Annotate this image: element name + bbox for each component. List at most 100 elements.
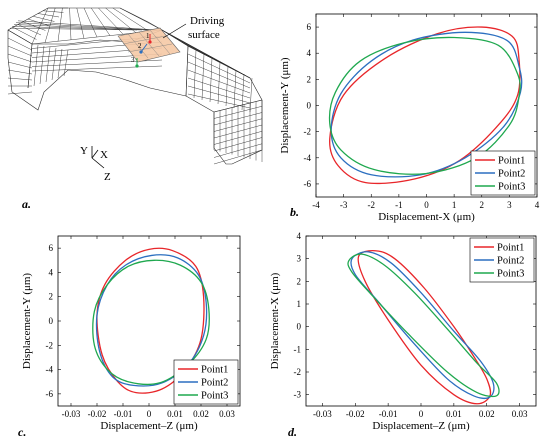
y-tick-label: 0 — [307, 101, 312, 111]
series-line-point1 — [357, 250, 492, 405]
x-tick-label: 0.02 — [479, 409, 495, 419]
mesh-line — [241, 73, 245, 111]
mesh-line — [187, 53, 251, 84]
legend: Point1 Point2 Point3 — [470, 150, 536, 196]
mesh-line — [7, 29, 33, 45]
y-tick-label: 4 — [307, 48, 312, 58]
mesh-line — [11, 26, 143, 31]
axis-z-label: Z — [104, 171, 111, 183]
x-tick-label: -3 — [340, 200, 348, 210]
mesh-line — [17, 20, 158, 31]
y-tick-label: -6 — [46, 389, 54, 399]
chart-d: -0.03 -0.02 -0.01 0 0.01 0.02 0.03 -3 -2 -1 0 1 2 3 4 D… — [269, 231, 537, 439]
y-tick-label: -3 — [294, 390, 302, 400]
driving-surface-grid — [122, 29, 173, 59]
x-tick-label: -2 — [368, 200, 376, 210]
axis-triad — [91, 146, 105, 169]
legend-label-point2: Point2 — [201, 378, 228, 389]
mesh-line — [57, 7, 63, 42]
mesh-line — [9, 27, 138, 31]
y-tick-label: 0 — [49, 316, 54, 326]
axis-x-label: X — [100, 149, 108, 161]
x-tick-label: -0.01 — [379, 409, 398, 419]
mesh-line — [187, 85, 251, 104]
y-tick-label: 6 — [307, 22, 312, 32]
x-tick-label: -0.02 — [346, 409, 365, 419]
mesh-line — [39, 45, 45, 85]
mesh-illustration: 1 2 3 Driving surface Y X Z a. — [7, 7, 263, 211]
x-tick-label: -4 — [312, 200, 320, 210]
mesh-line — [45, 46, 51, 83]
mesh-line — [91, 7, 111, 36]
mesh-line — [187, 77, 251, 99]
y-tick-label: -2 — [294, 367, 302, 377]
mesh-line — [13, 24, 148, 31]
callout-line2: surface — [188, 29, 220, 41]
mesh-line — [57, 48, 63, 79]
x-tick-label: -0.03 — [62, 409, 81, 419]
callout-line1: Driving — [190, 15, 225, 27]
callout-leader — [162, 23, 187, 39]
series-line-point1 — [329, 26, 521, 185]
legend-label-point1: Point1 — [497, 243, 524, 254]
mesh-line — [15, 22, 153, 31]
mesh-line — [249, 77, 253, 113]
y-tick-label: 6 — [49, 243, 54, 253]
y-tick-label: 4 — [297, 231, 302, 241]
x-tick-label: 4 — [535, 200, 540, 210]
point2-label: 2 — [138, 42, 142, 50]
y-tick-label: 2 — [307, 74, 312, 84]
mesh-line — [225, 65, 229, 107]
mesh-line — [83, 7, 98, 38]
mesh-line — [213, 149, 263, 165]
mesh-line — [185, 45, 189, 97]
mesh-line — [32, 16, 55, 22]
x-tick-label: 0.01 — [446, 409, 462, 419]
chart-b: -4 -3 -2 -1 0 1 2 3 4 -6 -4 -2 0 2 4 6 Displacement-X (μ… — [279, 13, 540, 223]
legend: Point1 Point2 Point3 — [469, 237, 535, 283]
driving-surface-patch — [117, 27, 181, 63]
mesh-line — [7, 45, 33, 57]
mesh-line — [63, 49, 69, 77]
mesh-line — [76, 7, 85, 39]
mesh-line — [12, 27, 37, 40]
series-line-point2 — [330, 31, 523, 178]
plot-frame — [305, 235, 537, 407]
y-tick-label: 3 — [297, 254, 302, 264]
point1-marker — [148, 40, 152, 44]
mesh-line — [112, 7, 150, 32]
mesh-line — [7, 77, 33, 81]
mesh-line — [31, 65, 163, 72]
mesh-line — [7, 61, 33, 69]
y-tick-label: -2 — [46, 340, 54, 350]
panel-label: d. — [288, 425, 297, 439]
mesh-line — [37, 13, 60, 18]
x-tick-label: 0 — [147, 409, 152, 419]
x-axis-label: Displacement-X (μm) — [378, 211, 475, 223]
mesh-line — [27, 18, 51, 27]
point-markers: 1 2 3 — [131, 32, 152, 68]
y-axis-label: Displacement-X (μm) — [269, 272, 281, 369]
x-axis-label: Displacement–Z (μm) — [100, 420, 198, 432]
x-tick-label: 0.01 — [167, 409, 183, 419]
mesh-line — [187, 45, 251, 79]
axis-y-label: Y — [80, 145, 88, 157]
y-axis-label: Displacement-Y (μm) — [21, 273, 33, 370]
x-tick-label: -0.02 — [88, 409, 107, 419]
point3-marker — [135, 64, 139, 68]
mesh-line — [119, 7, 163, 31]
legend-label-point1: Point1 — [498, 156, 525, 167]
x-tick-label: 0.03 — [512, 409, 528, 419]
mesh-line — [7, 37, 33, 51]
point3-label: 3 — [131, 56, 135, 64]
mesh-line — [193, 49, 197, 99]
series-line-point3 — [347, 253, 500, 398]
x-tick-label: -0.01 — [114, 409, 133, 419]
series-line-point3 — [328, 36, 521, 175]
legend-label-point2: Point2 — [497, 256, 524, 267]
x-tick-label: 0 — [424, 200, 429, 210]
y-tick-label: -4 — [46, 365, 54, 375]
y-tick-label: 4 — [49, 267, 54, 277]
mesh-line — [17, 24, 42, 36]
